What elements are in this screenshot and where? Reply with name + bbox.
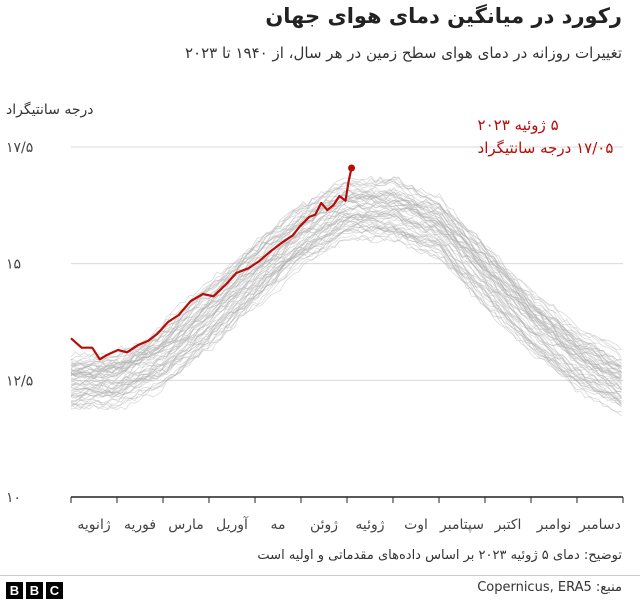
historical-year-line [70,210,622,391]
historical-year-line [70,198,622,375]
source-credit: منبع: Copernicus, ERA5 [477,580,622,595]
x-month-label: نوامبر [536,517,571,533]
historical-year-line [70,205,622,393]
historical-year-line [70,203,622,376]
historical-year-line [70,217,622,411]
historical-year-line [70,212,622,390]
historical-year-line [70,227,622,413]
logo-letter: B [6,582,23,599]
historical-year-line [70,213,622,398]
historical-year-line [70,176,622,367]
line-chart: ۱۷/۵ ۱۵ ۱۲/۵ ۱۰ ژانویه فوریه مارس آوریل مه ژوئن ژو… [6,116,624,533]
record-point [348,164,356,172]
historical-year-line [70,234,622,410]
historical-year-line [70,212,622,396]
historical-year-line [70,225,622,417]
x-month-label: ژوئن [310,517,338,533]
historical-year-line [70,182,622,376]
x-month-label: مه [270,517,285,533]
historical-year-line [70,225,622,406]
y-axis-unit-label: درجه سانتیگراد [6,102,94,118]
annotation-value: ۱۷/۰۵ درجه سانتیگراد [478,139,614,157]
x-month-label: سپتامبر [439,517,484,533]
series-line-2023 [70,167,353,361]
bbc-logo: B B C [6,582,63,599]
historical-year-line [70,213,622,387]
y-tick-label: ۱۰ [6,490,21,506]
historical-year-line [70,224,622,399]
historical-year-line [70,178,622,375]
historical-year-line [70,222,622,399]
x-month-label: اوت [404,517,428,533]
historical-year-line [70,199,622,391]
footer-divider [0,575,640,576]
historical-year-line [70,216,622,408]
x-month-label: آوریل [216,516,249,533]
x-month-label: فوریه [124,517,156,533]
historical-year-line [70,182,622,365]
historical-year-line [70,208,622,390]
historical-year-line [70,214,622,394]
historical-year-line [70,223,622,409]
chart-note: توضیح: دمای ۵ ژوئیه ۲۰۲۳ بر اساس داده‌ها… [257,548,622,563]
logo-letter: B [26,582,43,599]
historical-year-line [70,208,622,381]
y-tick-label: ۱۵ [6,257,21,273]
x-month-label: مارس [168,517,204,533]
historical-year-line [70,235,622,407]
historical-year-line [70,233,622,408]
historical-year-line [70,204,622,391]
historical-year-line [70,219,622,405]
historical-year-line [70,220,622,402]
x-month-label: ژوئیه [355,517,384,533]
historical-year-line [70,218,622,400]
historical-year-line [70,177,622,371]
x-month-label: ژانویه [77,517,110,533]
annotation-date: ۵ ژوئیه ۲۰۲۳ [478,116,559,134]
logo-letter: C [46,582,63,599]
chart-title: رکورد در میانگین دمای هوای جهان [265,4,622,28]
chart-subtitle: تغییرات روزانه در دمای هوای سطح زمین در … [184,44,622,62]
historical-year-line [70,220,622,405]
historical-year-line [70,204,622,385]
historical-year-line [70,223,622,405]
y-tick-label: ۱۲/۵ [6,373,33,389]
y-tick-label: ۱۷/۵ [6,140,33,156]
historical-year-line [70,228,622,400]
historical-year-line [70,207,622,395]
historical-year-line [70,212,622,396]
historical-year-line [70,212,622,392]
x-month-label: اکتبر [494,517,522,533]
historical-year-line [70,199,622,376]
x-month-label: دسامبر [578,517,621,533]
